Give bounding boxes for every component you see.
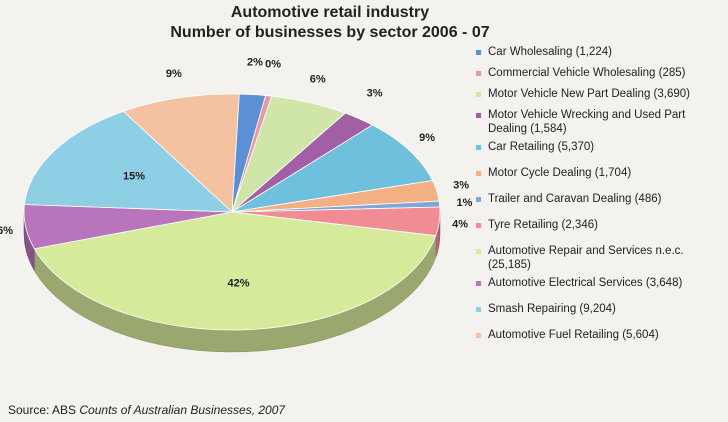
pct-label-12: 9% [166, 68, 182, 80]
legend-swatch [476, 92, 481, 97]
pct-label-2: 0% [265, 58, 281, 70]
pie-slice-9 [33, 211, 437, 331]
legend-label: Automotive Repair and Services n.e.c. (2… [488, 245, 684, 271]
chart-title: Automotive retail industry [230, 4, 430, 21]
source-prefix: Source: ABS [8, 403, 80, 417]
legend-item: Car Retailing (5,370) [472, 140, 722, 154]
pct-label-5: 9% [419, 132, 435, 144]
pct-label-8: 4% [452, 219, 468, 231]
legend-swatch [476, 307, 481, 312]
legend-item: Automotive Fuel Retailing (5,604) [472, 328, 722, 342]
legend-swatch [476, 223, 481, 228]
pie-slice-11 [23, 110, 234, 213]
legend-label: Motor Cycle Dealing (1,704) [488, 167, 632, 179]
pct-label-7: 1% [456, 197, 472, 209]
chart-subtitle: Number of businesses by sector 2006 - 07 [170, 24, 490, 41]
legend-swatch [476, 145, 481, 150]
legend-swatch [476, 50, 481, 55]
pct-labels: 2% 0% 6% 3% 9% 3% 1% 4% 42% 6% 15% 9% [0, 57, 473, 290]
pct-label-1: 2% [247, 57, 263, 69]
legend-item: Motor Vehicle Wrecking and Used Part Dea… [472, 108, 722, 136]
legend-item: Automotive Repair and Services n.e.c. (2… [472, 244, 722, 272]
legend-item: Smash Repairing (9,204) [472, 302, 722, 316]
pct-label-3: 6% [310, 74, 326, 86]
pct-label-11: 15% [123, 170, 145, 182]
legend-item: Automotive Electrical Services (3,648) [472, 276, 722, 290]
legend-swatch [476, 71, 481, 76]
legend-item: Motor Vehicle New Part Dealing (3,690) [472, 87, 722, 101]
legend-swatch [476, 113, 481, 118]
legend-label: Car Wholesaling (1,224) [488, 46, 613, 58]
legend-label: Motor Vehicle Wrecking and Used Part Dea… [488, 109, 686, 135]
legend-item: Tyre Retailing (2,346) [472, 218, 722, 232]
legend-item: Motor Cycle Dealing (1,704) [472, 166, 722, 180]
source-title: Counts of Australian Businesses, 2007 [79, 403, 286, 417]
legend-label: Tyre Retailing (2,346) [488, 219, 598, 231]
legend-swatch [476, 249, 481, 254]
legend-swatch [476, 171, 481, 176]
legend-label: Motor Vehicle New Part Dealing (3,690) [488, 88, 690, 100]
legend-label: Automotive Fuel Retailing (5,604) [488, 329, 659, 341]
legend-item: Trailer and Caravan Dealing (486) [472, 192, 722, 206]
legend-item: Car Wholesaling (1,224) [472, 45, 722, 59]
pie-tops [23, 93, 441, 331]
legend-swatch [476, 333, 481, 338]
legend-label: Car Retailing (5,370) [488, 141, 595, 153]
legend-swatch [476, 281, 481, 286]
chart-title-block: Automotive retail industry Number of bus… [130, 3, 530, 43]
pct-label-4: 3% [367, 88, 383, 100]
legend-label: Automotive Electrical Services (3,648) [488, 277, 683, 289]
legend-item: Commercial Vehicle Wholesaling (285) [472, 66, 722, 80]
pct-label-9: 42% [228, 278, 250, 290]
legend-label: Commercial Vehicle Wholesaling (285) [488, 67, 686, 79]
legend-swatch [476, 197, 481, 202]
legend-label: Smash Repairing (9,204) [488, 303, 616, 315]
source-note: Source: ABS Counts of Australian Busines… [8, 403, 285, 417]
pct-label-10: 6% [0, 225, 13, 237]
legend-label: Trailer and Caravan Dealing (486) [488, 193, 662, 205]
pct-label-6: 3% [453, 180, 469, 192]
pie-slice-12 [122, 93, 240, 213]
pie-slice-5 [231, 124, 434, 213]
